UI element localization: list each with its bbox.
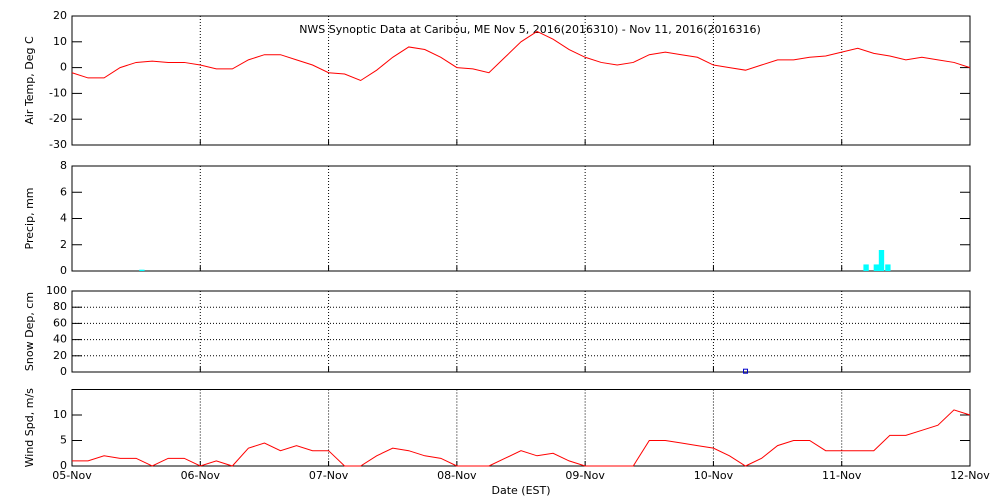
line-series [72,409,971,467]
plot-frame [71,15,971,146]
line-series [71,30,971,82]
x-tick-label: 11-Nov [822,469,862,482]
x-tick-label: 09-Nov [565,469,605,482]
y-tick-label: 2 [60,238,67,251]
y-tick-label: 100 [46,284,67,297]
y-tick-label: 5 [60,434,67,447]
x-tick-label: 06-Nov [181,469,221,482]
bar [873,264,880,271]
x-tick-label: 07-Nov [309,469,349,482]
y-axis-label: Precip, mm [23,188,36,250]
point [743,368,748,374]
y-tick-label: 20 [53,9,67,22]
plot-frame [71,165,971,272]
y-tick-label: 0 [60,264,67,277]
y-tick-label: 20 [53,349,67,362]
y-tick-label: 8 [60,159,67,172]
plot-frame [71,290,971,373]
y-tick-label: 0 [60,365,67,378]
bar [878,250,885,271]
x-tick-label: 05-Nov [52,469,92,482]
y-tick-label: 40 [53,333,67,346]
y-tick-label: 10 [53,408,67,421]
y-axis-label: Snow Dep, cm [23,292,36,371]
y-axis-label: Air Temp, Deg C [23,36,36,125]
y-tick-label: 60 [53,316,67,329]
x-tick-label: 12-Nov [950,469,990,482]
bar [139,269,145,271]
y-tick-label: 0 [60,61,67,74]
y-tick-label: 0 [60,459,67,472]
y-tick-label: -20 [49,112,67,125]
y-tick-label: -30 [49,138,67,151]
x-axis-label: Date (EST) [491,484,550,497]
y-axis-label: Wind Spd, m/s [23,388,36,468]
y-tick-label: -10 [49,86,67,99]
bar [885,264,891,271]
x-tick-label: 08-Nov [437,469,477,482]
y-tick-label: 6 [60,185,67,198]
chart-title: NWS Synoptic Data at Caribou, ME Nov 5, … [299,23,761,36]
x-tick-label: 10-Nov [694,469,734,482]
bar [863,264,869,271]
plot-frame [71,389,971,467]
y-tick-label: 4 [60,212,67,225]
y-tick-label: 80 [53,300,67,313]
y-tick-label: 10 [53,35,67,48]
